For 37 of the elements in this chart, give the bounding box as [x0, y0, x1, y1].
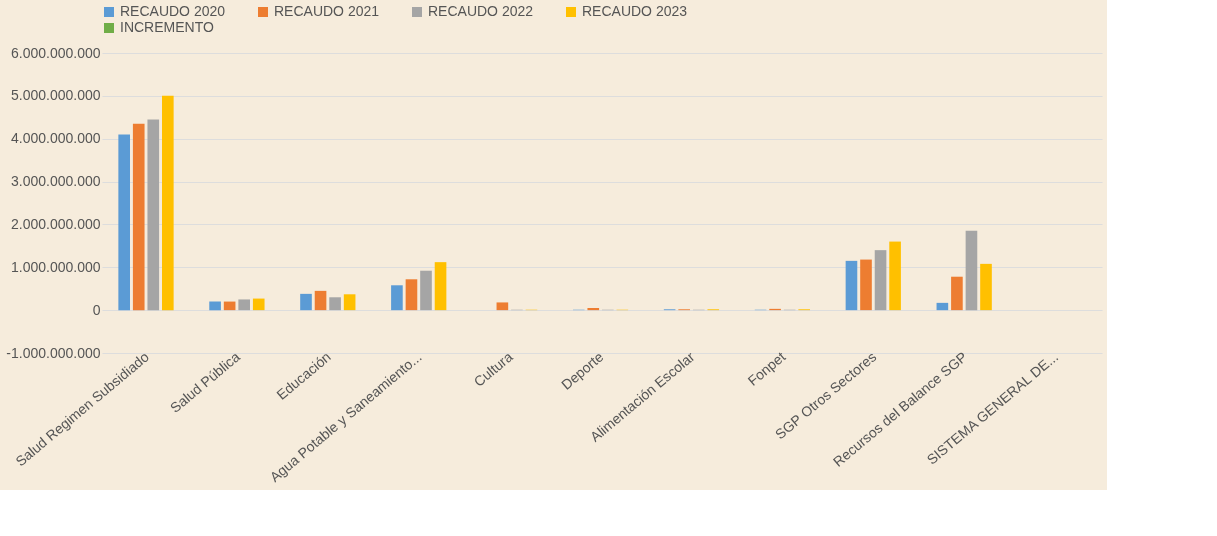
y-tick-label: 0 — [92, 301, 101, 318]
bar — [860, 259, 872, 311]
bar — [587, 308, 600, 311]
y-tick-label: 5.000.000.000 — [10, 87, 101, 104]
y-tick-label: 6.000.000.000 — [10, 44, 101, 61]
bar — [420, 270, 432, 311]
bar — [845, 260, 858, 311]
bar — [980, 263, 992, 311]
y-tick-label: 3.000.000.000 — [10, 173, 101, 190]
bar — [209, 301, 221, 311]
legend-label: RECAUDO 2020 — [120, 3, 226, 19]
bar — [496, 302, 509, 311]
y-tick-label: 2.000.000.000 — [10, 215, 101, 232]
bar — [951, 276, 963, 311]
bar — [343, 294, 356, 311]
bar — [118, 134, 130, 311]
bar — [874, 250, 887, 311]
bar — [391, 285, 403, 311]
y-tick-label: 1.000.000.000 — [10, 258, 101, 275]
bar — [162, 95, 174, 311]
legend-label: RECAUDO 2022 — [428, 3, 534, 19]
bar — [936, 302, 949, 311]
bar — [434, 262, 447, 311]
bar — [132, 123, 145, 311]
bar — [405, 279, 418, 311]
y-tick-label: 4.000.000.000 — [10, 130, 101, 147]
bar — [329, 297, 341, 311]
bar — [238, 299, 250, 311]
bar — [314, 290, 327, 311]
legend-label: RECAUDO 2023 — [582, 3, 688, 19]
legend-label: RECAUDO 2021 — [274, 3, 380, 19]
bar — [147, 119, 160, 311]
bar — [965, 230, 978, 311]
bar — [300, 293, 312, 311]
bar — [889, 241, 901, 311]
legend-label: INCREMENTO — [120, 19, 214, 35]
bar — [252, 298, 265, 311]
